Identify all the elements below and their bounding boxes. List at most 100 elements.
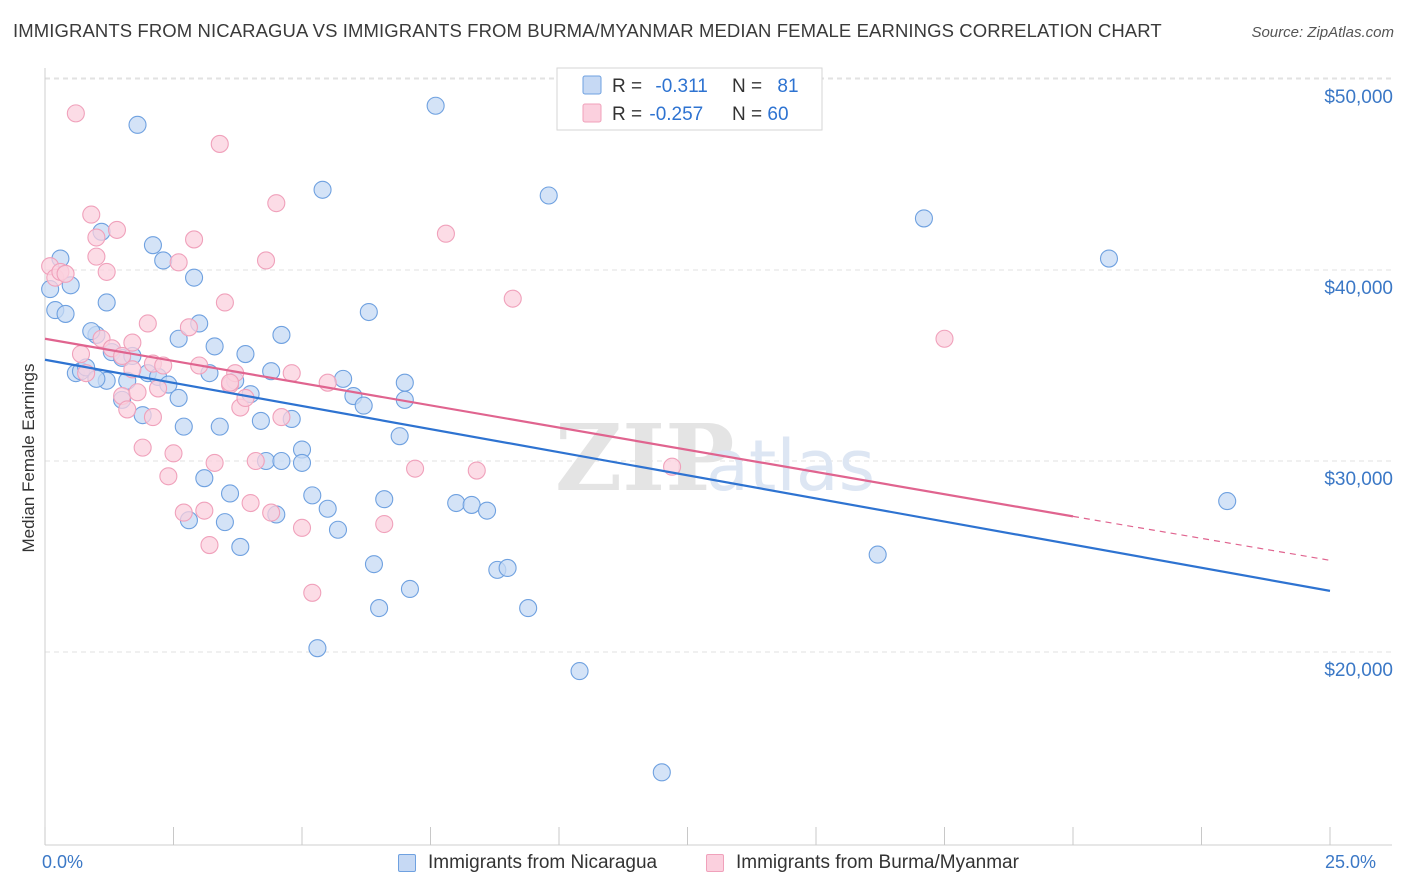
burma-point-10 bbox=[97, 262, 116, 281]
burma-point-58 bbox=[220, 373, 240, 392]
burma-point-28 bbox=[185, 230, 204, 249]
burma-point-19 bbox=[138, 314, 157, 333]
burma-point-50 bbox=[406, 459, 425, 478]
stats-n-value-1: 81 bbox=[777, 76, 798, 97]
nicaragua-point-26 bbox=[174, 417, 193, 436]
nicaragua-point-33 bbox=[210, 417, 229, 436]
burma-point-23 bbox=[159, 467, 178, 486]
burma-point-52 bbox=[467, 461, 486, 480]
watermark-zip: ZIP bbox=[555, 404, 734, 512]
burma-point-57 bbox=[143, 408, 162, 427]
nicaragua-point-58 bbox=[364, 555, 384, 574]
burma-point-4 bbox=[66, 104, 85, 123]
y-tick-label-0: $20,000 bbox=[1324, 660, 1393, 681]
trend-line-burma-extension bbox=[1072, 515, 1331, 561]
bottom-legend: Immigrants from Nicaragua Immigrants fro… bbox=[0, 848, 1406, 882]
nicaragua-point-56 bbox=[354, 396, 373, 415]
burma-point-41 bbox=[256, 251, 276, 270]
chart-title: IMMIGRANTS FROM NICARAGUA VS IMMIGRANTS … bbox=[13, 20, 1162, 41]
trend-lines bbox=[44, 337, 1331, 592]
nicaragua-point-24 bbox=[169, 329, 188, 348]
legend-item-nicaragua[interactable]: Immigrants from Nicaragua bbox=[398, 852, 657, 874]
nicaragua-point-72 bbox=[539, 186, 558, 205]
nicaragua-point-37 bbox=[231, 537, 250, 557]
stats-r-label-2: R = bbox=[612, 104, 647, 125]
burma-point-49 bbox=[375, 514, 394, 534]
nicaragua-point-34 bbox=[215, 513, 234, 532]
nicaragua-point-51 bbox=[313, 180, 332, 199]
stats-r-value-2: -0.257 bbox=[649, 104, 703, 125]
nicaragua-point-42 bbox=[262, 362, 281, 381]
svg-text:N = 81: N = 81 bbox=[732, 76, 799, 97]
nicaragua-point-3 bbox=[56, 304, 75, 323]
nicaragua-point-66 bbox=[447, 493, 466, 513]
nicaragua-point-64 bbox=[400, 579, 419, 599]
y-axis-label: Median Female Earnings bbox=[19, 364, 38, 553]
axes bbox=[44, 68, 1392, 846]
nicaragua-point-32 bbox=[205, 337, 224, 356]
nicaragua-point-40 bbox=[251, 411, 270, 430]
y-tick-label-1: $30,000 bbox=[1324, 469, 1393, 490]
nicaragua-point-25 bbox=[169, 388, 188, 408]
nicaragua-point-44 bbox=[272, 325, 291, 344]
burma-point-44 bbox=[272, 408, 291, 427]
nicaragua-point-70 bbox=[498, 558, 517, 578]
x-axis-min-label: 0.0% bbox=[42, 852, 84, 872]
burma-point-30 bbox=[195, 501, 214, 520]
nicaragua-point-60 bbox=[375, 490, 394, 509]
burma-point-42 bbox=[262, 503, 281, 522]
burma-point-17 bbox=[128, 383, 147, 402]
nicaragua-point-38 bbox=[236, 344, 255, 364]
burma-point-24 bbox=[164, 444, 183, 463]
legend-swatch-burma bbox=[706, 854, 724, 872]
nicaragua-point-71 bbox=[519, 599, 538, 618]
burma-point-55 bbox=[935, 329, 954, 348]
nicaragua-point-54 bbox=[334, 369, 353, 388]
nicaragua-point-30 bbox=[195, 469, 214, 488]
burma-point-15 bbox=[123, 333, 142, 352]
legend-label-nicaragua: Immigrants from Nicaragua bbox=[428, 852, 658, 873]
nicaragua-point-73 bbox=[570, 662, 589, 681]
series-burma-points bbox=[41, 104, 954, 602]
nicaragua-point-61 bbox=[390, 427, 409, 446]
nicaragua-point-17 bbox=[128, 115, 147, 134]
burma-point-51 bbox=[436, 224, 455, 243]
y-tick-label-3: $50,000 bbox=[1324, 87, 1393, 108]
burma-point-3 bbox=[56, 264, 75, 283]
burma-point-53 bbox=[503, 289, 522, 308]
burma-point-26 bbox=[174, 503, 193, 522]
nicaragua-point-52 bbox=[318, 499, 337, 518]
nicaragua-point-76 bbox=[914, 209, 933, 228]
x-axis-max-label: 25.0% bbox=[1325, 852, 1377, 872]
stats-r-value-1: -0.311 bbox=[655, 76, 707, 97]
burma-point-8 bbox=[87, 228, 106, 247]
nicaragua-point-10 bbox=[97, 293, 116, 312]
nicaragua-point-20 bbox=[143, 236, 162, 255]
burma-point-25 bbox=[169, 253, 188, 272]
nicaragua-point-74 bbox=[652, 763, 671, 782]
nicaragua-point-78 bbox=[1218, 492, 1237, 511]
nicaragua-point-65 bbox=[426, 96, 445, 115]
burma-point-22 bbox=[154, 356, 173, 375]
nicaragua-point-75 bbox=[868, 545, 887, 564]
nicaragua-point-67 bbox=[462, 495, 481, 514]
series-nicaragua-points bbox=[41, 96, 1237, 782]
nicaragua-point-62 bbox=[395, 373, 414, 392]
stats-n-value-2: 60 bbox=[767, 104, 788, 125]
burma-point-47 bbox=[303, 583, 322, 602]
trend-line-nicaragua bbox=[44, 358, 1331, 592]
burma-point-59 bbox=[87, 247, 106, 266]
stats-swatch-nicaragua bbox=[582, 75, 602, 95]
y-tick-label-2: $40,000 bbox=[1324, 278, 1393, 299]
legend-item-burma[interactable]: Immigrants from Burma/Myanmar bbox=[706, 852, 1019, 874]
burma-point-34 bbox=[215, 293, 234, 312]
burma-point-5 bbox=[71, 344, 91, 364]
nicaragua-point-48 bbox=[292, 453, 312, 472]
svg-text:N = 60: N = 60 bbox=[732, 104, 789, 125]
trend-line-burma bbox=[44, 337, 1074, 518]
stats-r-label-1: R = bbox=[612, 76, 647, 97]
source-label: Source: ZipAtlas.com bbox=[1251, 24, 1394, 41]
y-tick-labels: $20,000 $30,000 $40,000 $50,000 bbox=[1324, 87, 1393, 681]
stats-swatch-burma bbox=[582, 103, 602, 123]
